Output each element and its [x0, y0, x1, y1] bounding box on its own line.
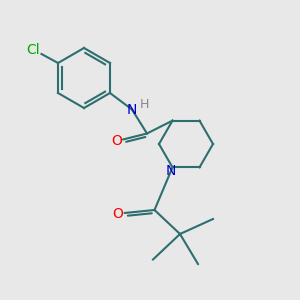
Text: N: N	[127, 103, 137, 116]
Text: O: O	[112, 208, 123, 221]
Text: H: H	[139, 98, 149, 112]
Text: O: O	[111, 134, 122, 148]
Text: Cl: Cl	[26, 43, 40, 57]
Text: N: N	[166, 164, 176, 178]
